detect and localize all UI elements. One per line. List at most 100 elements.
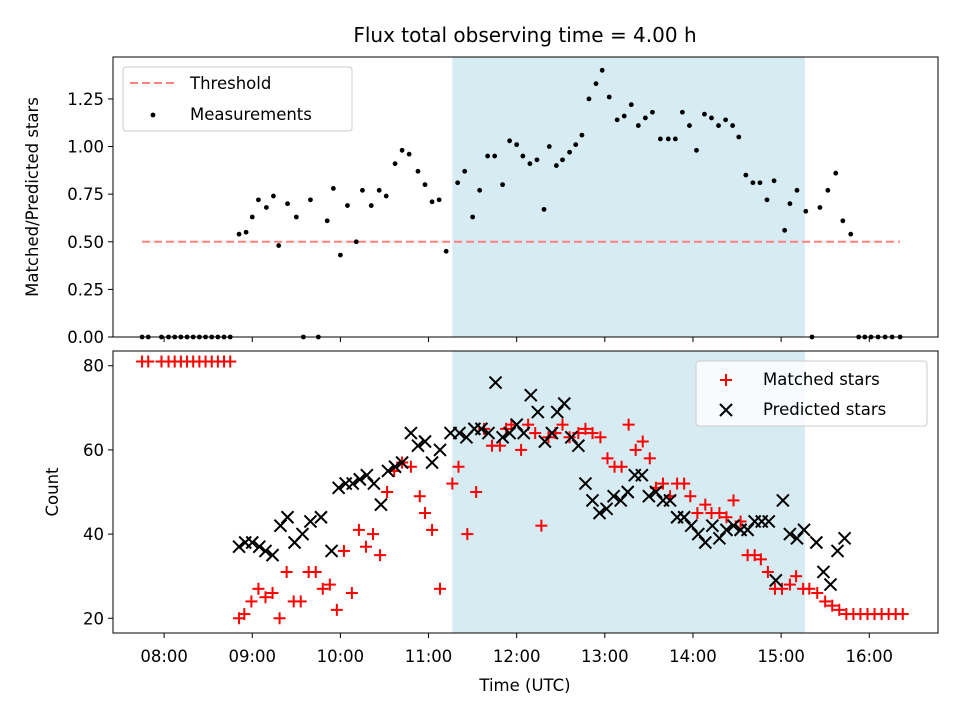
matched-star-point [896,608,909,621]
matched-star-point [783,578,796,591]
predicted-star-point [524,388,538,402]
predicted-star-point [837,531,852,546]
top-y-tick-label: 1.25 [67,90,104,109]
matched-star-point [493,439,506,452]
measurement-point [546,144,552,149]
x-axis-label: Time (UTC) [478,676,570,695]
bottom-legend-box [695,360,928,427]
predicted-star-point [258,544,273,558]
bottom-y-tick-label: 60 [83,441,104,460]
matched-star-point [294,595,307,608]
predicted-star-point [705,518,720,533]
predicted-star-point [642,489,656,503]
measurement-point [527,161,533,167]
matched-star-point [337,544,350,557]
matched-star-point [446,477,459,490]
measurement-point [406,151,412,157]
matched-star-point [678,477,691,490]
measurement-point [794,187,800,193]
measurement-point [635,123,641,128]
matched-legend-swatch [720,374,732,386]
top-y-tick-label: 0.75 [67,185,104,204]
predicted-star-point [606,489,621,503]
predicted-star-point [404,426,418,440]
predicted-star-point [418,434,432,449]
measurement-point [687,123,692,128]
measurement-point [436,197,442,203]
measurement-point [743,172,749,178]
measurement-point [764,197,770,203]
x-tick-label: 11:00 [405,647,453,666]
measurement-point [308,197,313,203]
matched-star-point [323,578,336,591]
bottom-y-tick-label: 40 [83,525,104,544]
matched-star-point [515,443,528,456]
predicted-star-point [698,535,713,550]
matched-star-point [529,427,542,440]
measurement-point [271,193,276,199]
x-tick-label: 12:00 [493,647,541,666]
matched-star-point [643,452,656,465]
matched-star-point [426,523,439,536]
predicted-star-point [816,565,831,579]
predicted-star-point [232,540,246,554]
measurement-point [249,214,255,220]
predicted-star-point [481,426,496,440]
measurement-point [621,113,627,119]
matched-star-point [594,431,607,444]
measurement-point [553,163,559,168]
measurement-point [716,123,721,128]
measurement-point [599,67,605,73]
matched-star-point [259,591,272,604]
predicted-star-point [280,510,295,524]
predicted-star-point [452,426,467,440]
predicted-star-point [578,476,593,491]
bottom-y-axis-label: Count [43,467,62,517]
matched-star-point [381,486,394,498]
measurement-point [573,142,579,148]
measurement-point [462,168,468,174]
predicted-star-point [324,544,339,558]
predicted-legend-label: Predicted stars [763,400,886,419]
x-tick-label: 14:00 [669,647,717,666]
matched-star-point [727,494,740,507]
predicted-star-point [809,535,824,550]
measurement-point [586,96,592,102]
measurement-point [520,153,526,159]
measurement-point [782,227,788,233]
predicted-star-point [635,468,649,482]
measurement-point [477,187,483,193]
predicted-star-point [395,455,409,470]
matched-star-point [359,540,372,553]
predicted-star-point [557,396,571,411]
measurement-point [534,157,540,163]
measurement-point [628,102,634,108]
measurement-point [730,123,736,128]
measurement-point [330,186,336,191]
measurement-point [848,231,854,237]
matched-star-point [761,565,774,578]
matched-star-point [684,490,697,503]
matched-star-point [330,603,343,616]
measurement-point [422,182,428,188]
matched-star-point [280,565,293,578]
measurement-point [642,115,648,121]
matched-star-point [622,418,635,431]
measurement-point [485,153,490,159]
predicted-star-point [265,548,280,562]
measurement-point [694,147,699,153]
matched-star-point [309,565,322,578]
measurement-point [383,193,389,199]
measurement-point [840,218,846,224]
predicted-star-point [495,430,510,444]
measurement-point [368,203,374,208]
predicted-star-point [621,485,635,499]
predicted-star-point [663,493,677,508]
measurement-point [236,231,242,237]
predicted-star-point [252,540,267,554]
matched-star-point [811,587,824,600]
predicted-star-point [545,426,559,440]
top-y-tick-label: 0.25 [67,280,104,299]
matched-star-point [535,519,548,532]
